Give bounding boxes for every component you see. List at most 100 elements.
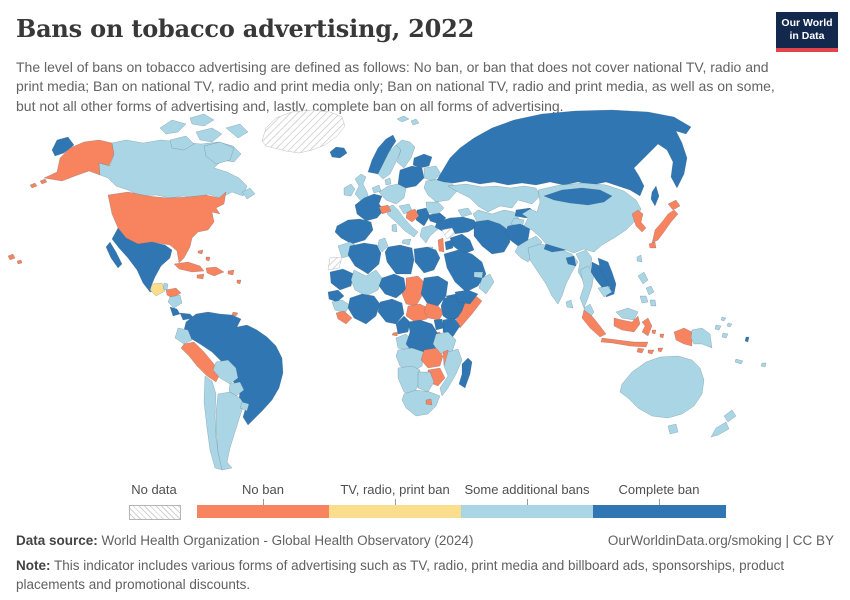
country-belize[interactable] — [162, 282, 169, 291]
country-mozambique[interactable] — [439, 348, 463, 397]
legend-swatch-complete[interactable] — [593, 505, 726, 518]
country-ecuador[interactable] — [174, 327, 193, 345]
country-egypt[interactable] — [413, 246, 441, 274]
country-iraq[interactable] — [449, 233, 475, 255]
legend-swatch-no-data[interactable] — [129, 505, 181, 520]
country-italy[interactable] — [384, 204, 419, 246]
country-hispaniola[interactable] — [205, 266, 225, 277]
country-ivory-coast-ghana[interactable] — [347, 293, 381, 325]
country-mongolia[interactable] — [543, 187, 613, 206]
indonesia-west-papua[interactable] — [673, 327, 693, 347]
newfoundland[interactable] — [241, 187, 256, 200]
country-spain-portugal[interactable] — [334, 218, 374, 245]
country-india[interactable] — [527, 243, 579, 305]
country-indonesia-borneo[interactable] — [613, 315, 641, 333]
country-greenland[interactable] — [261, 109, 346, 154]
country-japan[interactable] — [648, 199, 681, 249]
baja-california[interactable] — [105, 241, 123, 269]
country-oman[interactable] — [478, 273, 495, 295]
country-niger[interactable] — [378, 273, 407, 299]
legend-swatch-no-ban[interactable] — [197, 505, 329, 518]
country-ireland[interactable] — [343, 183, 356, 197]
country-iceland[interactable] — [329, 146, 348, 159]
country-costa-rica[interactable] — [169, 306, 181, 317]
country-bangladesh[interactable] — [565, 255, 577, 267]
canada-arctic-islands[interactable] — [159, 113, 249, 165]
country-jordan[interactable] — [444, 239, 454, 251]
tasmania[interactable] — [667, 423, 679, 435]
country-central-african-republic[interactable] — [405, 303, 431, 323]
country-vietnam[interactable] — [597, 257, 617, 298]
country-australia[interactable] — [619, 355, 705, 419]
country-uae[interactable] — [473, 271, 484, 279]
country-bahamas[interactable] — [197, 249, 211, 262]
country-indonesia-java[interactable] — [600, 337, 649, 348]
aleutian-islands[interactable] — [29, 178, 48, 189]
country-argentina[interactable] — [215, 391, 245, 471]
country-croatia[interactable] — [398, 203, 413, 215]
lesser-antilles[interactable] — [231, 279, 242, 317]
country-yemen[interactable] — [454, 289, 479, 305]
country-new-zealand[interactable] — [710, 409, 737, 438]
owid-link[interactable]: OurWorldinData.org/smoking | CC BY — [607, 533, 834, 548]
country-sierra-leone-liberia[interactable] — [335, 310, 353, 325]
country-syria[interactable] — [441, 227, 456, 240]
country-equatorial-guinea[interactable] — [391, 331, 399, 337]
country-israel[interactable] — [437, 237, 445, 253]
country-switzerland[interactable] — [378, 204, 392, 215]
country-somalia[interactable] — [455, 295, 483, 329]
svalbard[interactable] — [396, 115, 420, 126]
country-koreas[interactable] — [631, 209, 647, 233]
country-mexico[interactable] — [111, 227, 173, 293]
country-uk[interactable] — [354, 173, 370, 202]
country-senegal[interactable] — [327, 289, 345, 303]
country-madagascar[interactable] — [458, 357, 473, 389]
country-jamaica[interactable] — [196, 273, 205, 280]
country-caucasus[interactable] — [457, 207, 473, 218]
legend-swatch-some-additional[interactable] — [461, 505, 593, 518]
country-nicaragua[interactable] — [167, 294, 183, 309]
country-chukotka-russia[interactable] — [51, 136, 75, 157]
country-uganda[interactable] — [433, 318, 445, 331]
country-finland[interactable] — [395, 139, 416, 169]
country-cambodia[interactable] — [597, 285, 613, 298]
country-zambia[interactable] — [420, 347, 444, 369]
country-libya[interactable] — [384, 244, 415, 275]
country-china[interactable] — [521, 182, 642, 254]
country-uruguay[interactable] — [239, 401, 250, 412]
sakhalin[interactable] — [650, 185, 660, 207]
country-indonesia-sumatra[interactable] — [581, 309, 607, 338]
country-tunisia[interactable] — [377, 237, 389, 253]
country-papua-new-guinea[interactable] — [690, 324, 729, 349]
country-iran[interactable] — [473, 219, 511, 255]
country-chad[interactable] — [401, 275, 425, 307]
owid-logo[interactable]: Our World in Data — [776, 12, 838, 52]
country-sri-lanka[interactable] — [565, 299, 574, 309]
country-guatemala[interactable] — [149, 282, 166, 297]
country-mauritania[interactable] — [329, 268, 355, 291]
country-mali[interactable] — [350, 269, 383, 297]
country-vanuatu[interactable] — [744, 336, 750, 343]
country-puerto-rico[interactable] — [227, 269, 235, 276]
country-lesotho[interactable] — [425, 398, 433, 406]
country-denmark[interactable] — [384, 177, 392, 186]
country-guinea[interactable] — [331, 299, 351, 314]
baltic-states[interactable] — [412, 153, 433, 169]
country-south-africa[interactable] — [401, 389, 441, 417]
country-thailand[interactable] — [579, 265, 595, 309]
legend-swatch-tv-radio-print[interactable] — [329, 505, 461, 518]
country-peru[interactable] — [180, 341, 221, 383]
country-greece[interactable] — [419, 224, 439, 251]
country-indonesia-sulawesi[interactable] — [641, 317, 653, 337]
country-kazakhstan[interactable] — [447, 183, 541, 213]
country-cuba[interactable] — [173, 261, 205, 273]
country-nigeria[interactable] — [377, 298, 405, 325]
pacific-islands[interactable] — [720, 316, 767, 368]
country-taiwan[interactable] — [636, 254, 643, 263]
country-philippines[interactable] — [637, 271, 657, 307]
western-sahara[interactable] — [327, 256, 343, 271]
country-russia[interactable] — [436, 109, 692, 197]
country-belarus[interactable] — [423, 165, 442, 182]
country-paraguay[interactable] — [228, 381, 245, 397]
country-hawaii-usa[interactable] — [7, 253, 23, 265]
